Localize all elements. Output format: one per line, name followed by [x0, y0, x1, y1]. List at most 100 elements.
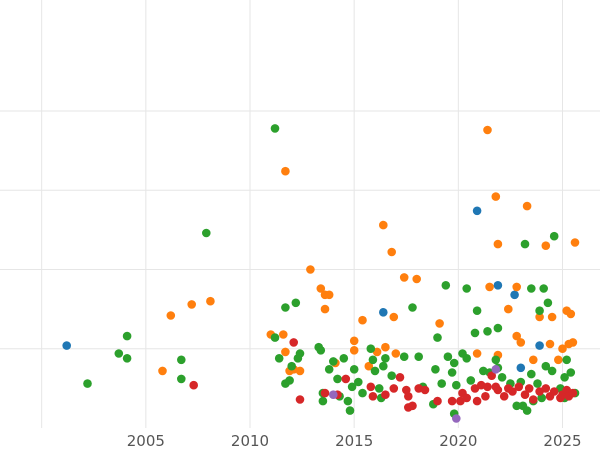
data-point [547, 366, 557, 376]
data-point [358, 388, 367, 398]
data-point [472, 396, 482, 406]
data-point [166, 311, 176, 320]
data-point [508, 387, 517, 396]
data-point [306, 265, 315, 274]
data-point [379, 308, 388, 317]
data-point [202, 228, 211, 238]
data-point [527, 369, 536, 379]
data-point [452, 380, 461, 390]
data-point [549, 387, 559, 396]
data-point [560, 373, 569, 382]
data-point [387, 247, 397, 257]
data-point [414, 352, 424, 362]
data-point [295, 366, 305, 376]
data-point [295, 349, 305, 358]
data-point [493, 239, 503, 249]
data-point [472, 206, 482, 216]
data-point [122, 331, 132, 341]
data-point [493, 281, 503, 290]
data-point [527, 284, 536, 293]
data-point [391, 349, 401, 358]
data-point [431, 365, 440, 374]
data-point [389, 312, 399, 322]
data-point [535, 341, 544, 350]
data-point [485, 282, 494, 292]
data-point [412, 274, 422, 284]
data-point [187, 300, 196, 309]
data-point [395, 373, 405, 382]
data-point [516, 363, 526, 373]
data-point [512, 401, 521, 411]
data-point [491, 192, 501, 201]
data-point [318, 396, 328, 406]
data-point [358, 315, 367, 325]
data-point [339, 354, 349, 363]
data-point [374, 384, 384, 393]
data-point [539, 284, 548, 293]
data-point [499, 392, 509, 401]
data-point [516, 338, 526, 347]
data-point [291, 298, 301, 308]
grid [0, 0, 600, 428]
data-point [558, 344, 567, 354]
data-point [316, 346, 326, 355]
x-tick-label: 2020 [439, 432, 477, 450]
data-point [343, 396, 353, 406]
data-point [347, 382, 357, 392]
data-point [443, 352, 453, 362]
data-point [547, 312, 557, 322]
data-point [341, 374, 351, 384]
data-point [281, 347, 290, 357]
data-point [289, 338, 299, 347]
data-point [545, 339, 555, 349]
data-point [320, 304, 330, 314]
data-point [541, 361, 551, 371]
data-point [379, 220, 388, 230]
data-point [295, 395, 305, 404]
data-point [206, 296, 215, 306]
data-point [570, 238, 580, 247]
data-point [524, 384, 534, 393]
data-point [274, 354, 284, 363]
data-point [435, 319, 444, 328]
data-point [533, 379, 542, 388]
data-point [541, 241, 551, 250]
data-points [62, 124, 580, 423]
data-point [354, 377, 363, 387]
data-point [389, 384, 399, 393]
data-point [549, 231, 559, 241]
data-point [520, 390, 530, 400]
data-point [285, 376, 294, 385]
data-point [408, 303, 417, 312]
x-tick-label: 2005 [127, 432, 165, 450]
data-point [320, 388, 330, 398]
data-point [529, 395, 538, 404]
data-point [529, 355, 538, 365]
data-point [512, 282, 521, 292]
data-point [462, 354, 472, 363]
data-point [497, 373, 507, 382]
data-point [541, 384, 551, 393]
data-point [324, 365, 334, 374]
data-point [472, 349, 482, 358]
data-point [522, 201, 532, 211]
data-point [345, 406, 355, 415]
data-point [177, 355, 186, 365]
data-point [364, 361, 374, 371]
data-point [329, 357, 338, 366]
x-tick-label: 2015 [335, 432, 373, 450]
data-point [387, 371, 397, 381]
data-point [433, 333, 442, 342]
data-point [483, 382, 492, 392]
data-point [504, 304, 513, 314]
x-tick-label: 2025 [543, 432, 581, 450]
data-point [535, 306, 544, 316]
data-point [562, 355, 571, 365]
data-point [514, 382, 524, 392]
data-point [493, 323, 503, 333]
data-point [487, 371, 497, 381]
data-point [381, 354, 390, 363]
data-point [568, 338, 578, 347]
data-point [420, 385, 430, 395]
data-point [554, 355, 563, 365]
